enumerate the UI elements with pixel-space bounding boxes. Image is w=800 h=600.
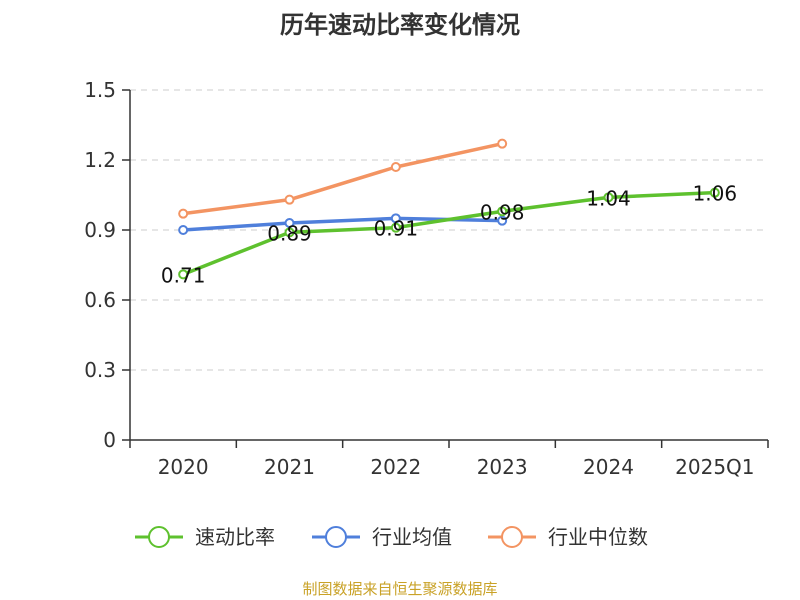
y-tick-label: 0 [103,428,116,452]
y-tick-label: 0.9 [84,218,116,242]
data-point [284,227,295,238]
data-point [178,225,189,235]
x-tick-label: 2023 [477,455,528,479]
legend-label: 行业中位数 [548,525,648,549]
legend-item[interactable]: 行业中位数 [488,525,648,549]
series-line [182,141,503,216]
data-label: 0.71 [161,263,206,287]
data-label: 1.04 [586,186,631,210]
data-labels: 0.71 0.89 0.91 0.98 1.04 1.06 [161,182,737,288]
data-label: 1.06 [693,182,738,206]
x-tick-label: 2021 [264,455,315,479]
x-tick-label: 2022 [370,455,421,479]
chart-title: 历年速动比率变化情况 [280,11,520,39]
series-quick-ratio [178,187,720,280]
series-industry-median [178,138,508,219]
data-point [390,222,401,233]
legend[interactable]: 速动比率 行业均值 行业中位数 [135,525,648,549]
data-point [178,208,189,219]
data-point [178,269,189,280]
data-point [603,192,614,203]
source-text: 制图数据来自恒生聚源数据库 [302,580,497,598]
legend-item[interactable]: 行业均值 [312,525,452,549]
legend-marker [325,526,347,548]
data-point [284,194,295,205]
data-point [390,213,401,224]
y-tick-label: 0.6 [84,288,116,312]
axes: 0 0.3 0.6 0.9 1.2 1.5 2020 2021 2022 2023 2024 2025… [84,78,769,479]
data-point [497,206,508,217]
data-point [497,215,508,226]
legend-label: 速动比率 [195,525,275,549]
grid-lines [130,89,768,371]
x-tick-label: 2025Q1 [675,455,754,479]
legend-item[interactable]: 速动比率 [135,525,275,549]
y-tick-label: 0.3 [84,358,116,382]
data-point [709,187,720,198]
data-point [497,138,508,149]
data-point [390,162,401,172]
legend-marker [148,526,170,548]
y-tick-label: 1.5 [84,78,116,102]
series-layer [178,138,720,280]
legend-marker [501,526,523,548]
series-line [182,190,715,276]
data-label: 0.89 [267,221,312,245]
legend-label: 行业均值 [372,525,452,549]
data-label: 0.91 [374,217,419,241]
data-label: 0.98 [480,200,525,224]
y-tick-label: 1.2 [84,148,116,172]
data-point [284,218,295,228]
x-tick-label: 2024 [583,455,634,479]
x-tick-label: 2020 [158,455,209,479]
